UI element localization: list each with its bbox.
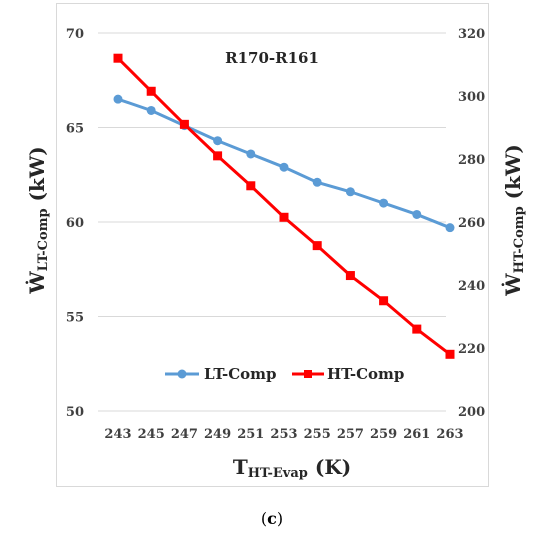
x-tick-label: 257 <box>337 427 364 442</box>
data-point <box>146 105 156 115</box>
data-point <box>113 53 123 63</box>
figure-caption: (c) <box>261 509 283 528</box>
x-tick-label: 249 <box>204 427 231 442</box>
x-axis-title-sub: HT-Evap <box>248 466 308 481</box>
legend-marker-ht-comp <box>304 370 312 378</box>
x-axis-title: THT-Evap (K) <box>233 455 351 481</box>
y-left-tick-label: 50 <box>66 405 84 420</box>
tick-labels: 50 55 60 65 70 200 220 240 260 280 300 320 243 245 247… <box>66 27 485 442</box>
x-tick-label: 255 <box>304 427 331 442</box>
y-right-tick-label: 280 <box>458 153 485 168</box>
x-tick-label: 245 <box>138 427 165 442</box>
y-left-tick-label: 65 <box>66 122 84 137</box>
data-point <box>379 198 389 208</box>
data-point <box>379 296 389 306</box>
x-tick-label: 247 <box>171 427 198 442</box>
y-axis-right-title-sub: HT-Comp <box>512 206 527 273</box>
y-axis-left-title-main: Ẇ <box>25 271 49 295</box>
x-axis-title-main: T <box>233 455 248 479</box>
x-axis-title-unit: (K) <box>308 455 351 479</box>
legend-marker-lt-comp <box>177 369 187 379</box>
y-right-tick-label: 240 <box>458 279 485 294</box>
data-point <box>412 209 422 219</box>
y-right-tick-label: 220 <box>458 342 485 357</box>
chart-title: R170-R161 <box>225 49 319 67</box>
data-point <box>279 212 289 222</box>
y-right-tick-label: 320 <box>458 27 485 42</box>
chart-frame <box>56 3 489 487</box>
y-axis-right-title-unit: (kW) <box>501 144 525 206</box>
y-right-tick-label: 260 <box>458 216 485 231</box>
y-axis-left-title: ẆLT-Comp (kW) <box>25 146 51 295</box>
y-axis-right-title: ẆHT-Comp (kW) <box>501 144 527 297</box>
data-point <box>246 181 256 191</box>
caption-letter: c <box>267 509 277 528</box>
x-tick-label: 251 <box>237 427 264 442</box>
caption-close: ) <box>277 509 283 528</box>
x-tick-label: 261 <box>403 427 430 442</box>
grid <box>98 32 446 412</box>
x-tick-label: 243 <box>104 427 131 442</box>
data-point <box>246 149 256 159</box>
series-line <box>116 57 451 356</box>
y-axis-right-title-main: Ẇ <box>501 273 525 297</box>
series <box>113 53 455 359</box>
series-lt-comp <box>113 94 455 233</box>
x-tick-label: 259 <box>370 427 397 442</box>
data-point <box>213 151 223 161</box>
x-tick-label: 263 <box>436 427 463 442</box>
y-left-tick-label: 70 <box>66 27 84 42</box>
data-point <box>312 241 322 251</box>
data-point <box>312 177 322 187</box>
y-axis-left-title-sub: LT-Comp <box>36 208 51 271</box>
x-tick-label: 253 <box>270 427 297 442</box>
data-point <box>345 271 355 281</box>
legend-label-lt-comp: LT-Comp <box>204 365 277 383</box>
legend-label-ht-comp: HT-Comp <box>327 365 404 383</box>
data-point <box>279 162 289 172</box>
data-point <box>146 86 156 96</box>
data-point <box>445 349 455 359</box>
data-point <box>345 187 355 197</box>
legend: LT-Comp HT-Comp <box>165 365 404 383</box>
data-point <box>412 324 422 334</box>
caption-open: ( <box>261 509 267 528</box>
data-point <box>445 223 455 233</box>
y-left-tick-label: 55 <box>66 311 84 326</box>
series-ht-comp <box>113 53 455 359</box>
y-right-tick-label: 200 <box>458 405 485 420</box>
y-axis-left-title-unit: (kW) <box>25 146 49 208</box>
data-point <box>213 136 223 146</box>
data-point <box>113 94 123 104</box>
y-left-tick-label: 60 <box>66 216 84 231</box>
data-point <box>179 119 189 129</box>
y-right-tick-label: 300 <box>458 90 485 105</box>
